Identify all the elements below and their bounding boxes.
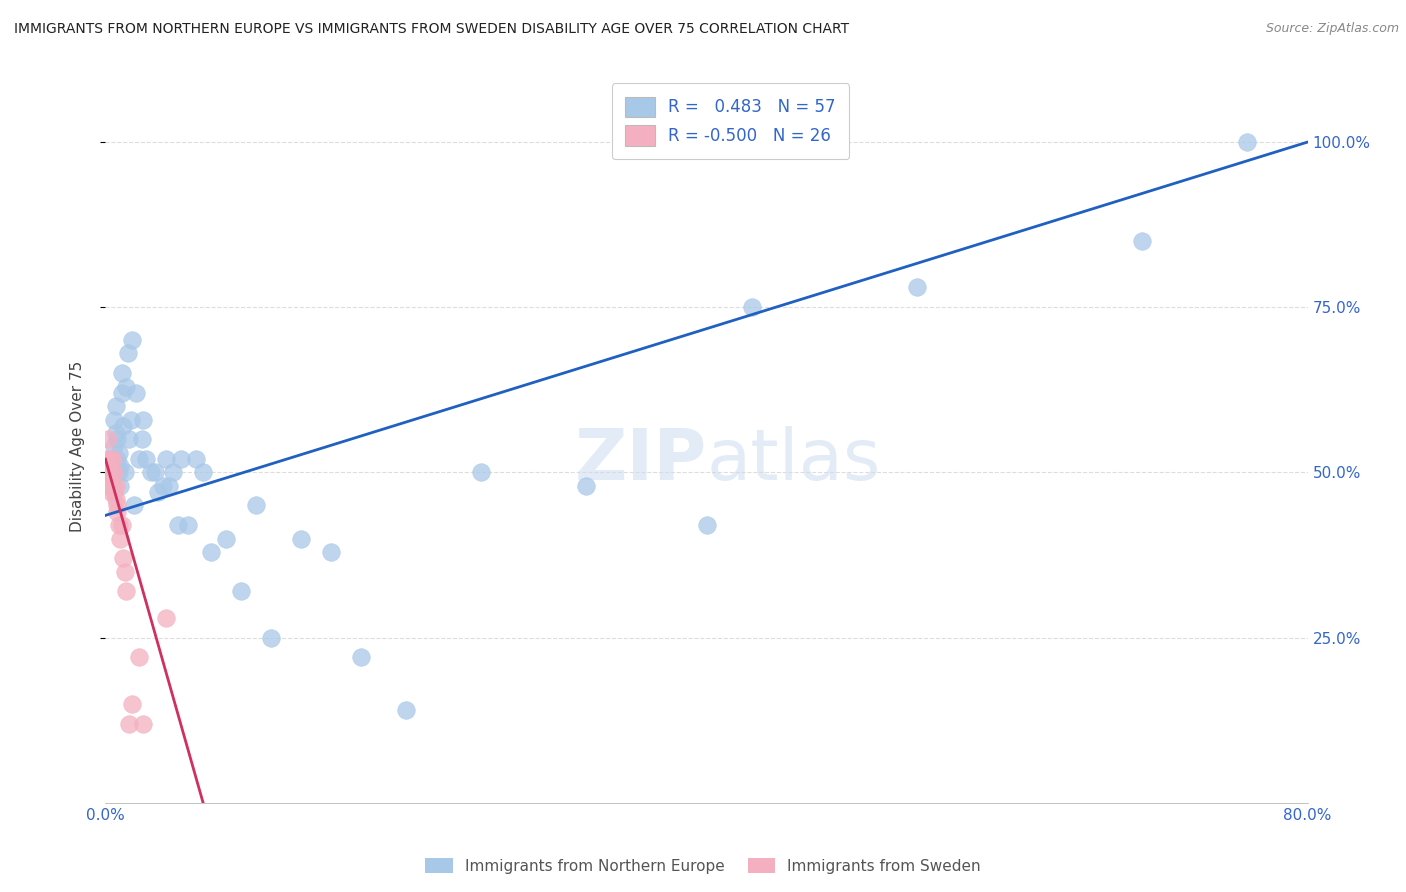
Point xyxy=(97,466,120,480)
Point xyxy=(103,439,125,453)
Point xyxy=(101,452,124,467)
Point xyxy=(260,631,283,645)
Point xyxy=(741,300,763,314)
Point xyxy=(103,485,125,500)
Point xyxy=(1130,234,1153,248)
Point xyxy=(162,466,184,480)
Point xyxy=(290,532,312,546)
Point xyxy=(1236,135,1258,149)
Point xyxy=(169,452,191,467)
Point xyxy=(152,478,174,492)
Point xyxy=(157,478,180,492)
Point xyxy=(115,584,138,599)
Point xyxy=(103,466,125,480)
Point xyxy=(155,611,177,625)
Point xyxy=(97,433,120,447)
Point xyxy=(143,466,166,480)
Point xyxy=(135,452,157,467)
Point xyxy=(98,452,121,467)
Point xyxy=(112,551,135,566)
Point xyxy=(155,452,177,467)
Point xyxy=(124,386,146,401)
Point xyxy=(112,419,135,434)
Point xyxy=(200,545,222,559)
Point xyxy=(121,333,143,347)
Point xyxy=(117,346,139,360)
Point xyxy=(470,466,492,480)
Point xyxy=(905,280,928,294)
Point xyxy=(107,433,129,447)
Point xyxy=(191,466,214,480)
Point xyxy=(575,478,598,492)
Y-axis label: Disability Age Over 75: Disability Age Over 75 xyxy=(70,360,84,532)
Point xyxy=(118,716,141,731)
Point xyxy=(395,703,418,717)
Point xyxy=(100,466,122,480)
Point xyxy=(114,466,136,480)
Point xyxy=(104,491,127,506)
Legend: R =   0.483   N = 57, R = -0.500   N = 26: R = 0.483 N = 57, R = -0.500 N = 26 xyxy=(612,83,849,159)
Point xyxy=(107,499,129,513)
Point xyxy=(132,412,155,426)
Point xyxy=(229,584,252,599)
Point xyxy=(146,485,169,500)
Point xyxy=(104,400,127,414)
Point xyxy=(104,425,127,440)
Point xyxy=(177,518,200,533)
Point xyxy=(107,505,129,519)
Point xyxy=(696,518,718,533)
Point xyxy=(108,518,131,533)
Text: atlas: atlas xyxy=(707,425,882,495)
Point xyxy=(108,445,131,459)
Point xyxy=(108,466,131,480)
Point xyxy=(101,452,124,467)
Point xyxy=(128,452,150,467)
Point xyxy=(118,433,141,447)
Point xyxy=(103,412,125,426)
Point xyxy=(110,478,132,492)
Legend: Immigrants from Northern Europe, Immigrants from Sweden: Immigrants from Northern Europe, Immigra… xyxy=(419,852,987,880)
Point xyxy=(139,466,162,480)
Point xyxy=(110,532,132,546)
Point xyxy=(121,697,143,711)
Point xyxy=(184,452,207,467)
Point xyxy=(101,466,124,480)
Point xyxy=(120,412,142,426)
Point xyxy=(122,499,145,513)
Text: ZIP: ZIP xyxy=(574,425,707,495)
Point xyxy=(100,478,122,492)
Point xyxy=(115,379,138,393)
Point xyxy=(131,433,153,447)
Point xyxy=(101,478,124,492)
Point xyxy=(100,485,122,500)
Point xyxy=(110,458,132,473)
Point xyxy=(107,452,129,467)
Point xyxy=(104,478,127,492)
Point xyxy=(98,466,121,480)
Point xyxy=(350,650,373,665)
Point xyxy=(98,478,121,492)
Point xyxy=(245,499,267,513)
Point xyxy=(96,452,118,467)
Point xyxy=(214,532,236,546)
Text: Source: ZipAtlas.com: Source: ZipAtlas.com xyxy=(1265,22,1399,36)
Point xyxy=(166,518,188,533)
Point xyxy=(111,518,134,533)
Point xyxy=(319,545,342,559)
Point xyxy=(111,367,134,381)
Text: IMMIGRANTS FROM NORTHERN EUROPE VS IMMIGRANTS FROM SWEDEN DISABILITY AGE OVER 75: IMMIGRANTS FROM NORTHERN EUROPE VS IMMIG… xyxy=(14,22,849,37)
Point xyxy=(128,650,150,665)
Point xyxy=(132,716,155,731)
Point xyxy=(114,565,136,579)
Point xyxy=(111,386,134,401)
